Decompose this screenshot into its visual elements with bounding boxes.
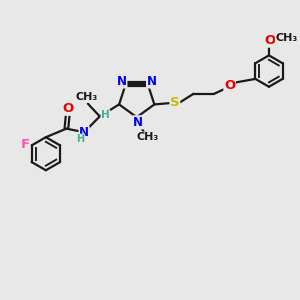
Text: F: F [21, 137, 30, 151]
Text: N: N [79, 126, 89, 140]
Text: N: N [117, 75, 127, 88]
Text: CH₃: CH₃ [75, 92, 98, 102]
Text: H: H [76, 134, 85, 144]
Text: O: O [62, 102, 74, 115]
Text: S: S [170, 97, 180, 110]
Text: O: O [224, 80, 235, 92]
Text: CH₃: CH₃ [136, 132, 158, 142]
Text: H: H [101, 110, 110, 120]
Text: O: O [265, 34, 276, 47]
Text: CH₃: CH₃ [275, 33, 298, 43]
Text: N: N [147, 75, 157, 88]
Text: N: N [133, 116, 143, 129]
